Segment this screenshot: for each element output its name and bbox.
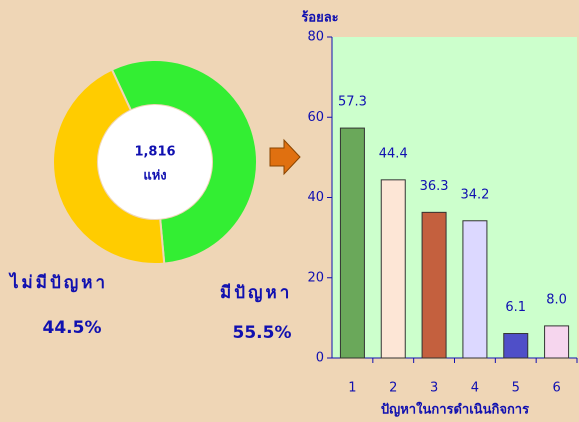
value-label: 57.3 [338, 95, 367, 110]
x-tick-label: 4 [471, 381, 479, 396]
y-tick-label: 40 [307, 190, 324, 205]
value-label: 36.3 [420, 179, 449, 194]
bar [339, 127, 365, 359]
bar [503, 333, 529, 359]
value-label: 8.0 [546, 292, 567, 307]
y-axis-label: ร้อยละ [301, 10, 338, 26]
plot-area [332, 37, 577, 358]
bar [380, 179, 406, 359]
y-tick-label: 60 [307, 110, 324, 125]
value-label: 44.5% [43, 318, 102, 338]
x-tick-label: 2 [389, 381, 397, 396]
x-axis-label: ปัญหาในการดำเนินกิจการ [381, 401, 529, 418]
bar [462, 220, 488, 359]
y-tick-label: 80 [307, 30, 324, 45]
value-label: 55.5% [233, 323, 292, 343]
center-label: แห่ง [143, 169, 166, 184]
x-tick-label: 5 [512, 381, 520, 396]
donut-hole [98, 105, 212, 219]
value-label: 6.1 [505, 300, 526, 315]
bar [544, 325, 570, 359]
x-tick-label: 3 [430, 381, 438, 396]
arrow [269, 138, 301, 176]
y-tick-label: 20 [307, 270, 324, 285]
value-label: 44.4 [379, 146, 408, 161]
legend-label: มีปัญหา [220, 282, 292, 303]
y-tick-label: 0 [316, 351, 324, 366]
x-tick-label: 1 [348, 381, 356, 396]
x-tick-label: 6 [552, 381, 560, 396]
center-label: 1,816 [134, 145, 175, 160]
bar [421, 211, 447, 359]
legend-label: ไม่มีปัญหา [8, 272, 108, 293]
value-label: 34.2 [460, 187, 489, 202]
